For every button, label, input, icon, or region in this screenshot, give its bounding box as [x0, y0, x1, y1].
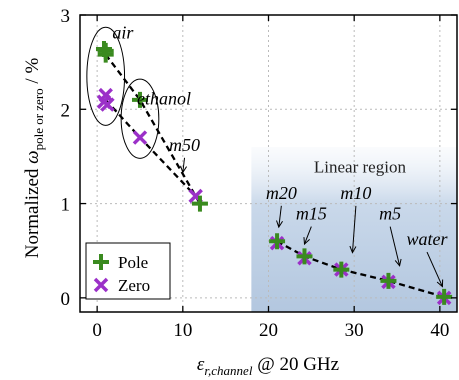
pole-point [95, 40, 112, 57]
annotation-label: air [112, 23, 134, 43]
pole-point [269, 233, 286, 250]
axis-ticks: 0 10 20 30 40 0 1 2 3 [61, 6, 457, 341]
legend-label-pole: Pole [118, 253, 148, 272]
legend-marker-pole [93, 254, 109, 270]
x-tick-label: 30 [345, 320, 364, 341]
annotation-arrowhead [394, 258, 402, 267]
y-axis-label: Normalized ωpole or zero / % [22, 58, 46, 259]
pole-point [191, 195, 208, 212]
pole-point [380, 272, 397, 289]
annotation-arrowhead [349, 245, 357, 254]
annotation-arrowhead [276, 220, 283, 229]
group-ellipse [86, 26, 126, 126]
y-tick-label: 3 [61, 6, 71, 27]
annotation-label: m20 [266, 183, 297, 203]
annotation-arrow [304, 226, 312, 245]
pole-point [436, 288, 453, 305]
annotation-arrow [278, 205, 282, 228]
annotation-label: m50 [169, 135, 200, 155]
annotation-label: m15 [296, 204, 327, 224]
x-axis-label: εr,channel @ 20 GHz [197, 354, 339, 378]
group-ellipses [86, 26, 160, 159]
annotation-arrowhead [436, 279, 444, 288]
annotation-label: m10 [340, 183, 371, 203]
data-markers [95, 40, 453, 306]
annotation-arrowhead [303, 237, 310, 246]
zero-point [132, 130, 148, 145]
annotation-arrow [426, 251, 443, 287]
annotation-arrowhead [180, 165, 187, 174]
group-ellipse [120, 78, 160, 159]
pole-point [131, 91, 148, 108]
annotation-arrow [351, 205, 357, 253]
legend-label-zero: Zero [118, 276, 150, 295]
x-tick-label: 20 [259, 320, 278, 341]
linear-region-label: Linear region [314, 157, 407, 176]
annotation-arrow [389, 226, 401, 266]
zero-point [100, 97, 115, 112]
fit-line [104, 53, 201, 205]
y-tick-label: 0 [61, 289, 71, 310]
x-tick-label: 40 [430, 320, 449, 341]
pole-point [333, 261, 350, 278]
annotation-arrow [182, 157, 186, 173]
annotation-label: ethanol [137, 89, 191, 109]
annotation-label: water [407, 229, 449, 249]
legend-marker-zero [93, 277, 109, 293]
annotation-label: m5 [379, 204, 401, 224]
legend-box [85, 242, 171, 300]
x-tick-label: 10 [173, 320, 192, 341]
pole-point [296, 248, 313, 265]
legend: Pole Zero [85, 242, 171, 300]
y-tick-label: 1 [61, 195, 71, 216]
y-tick-label: 2 [61, 100, 71, 121]
x-tick-label: 0 [92, 320, 102, 341]
